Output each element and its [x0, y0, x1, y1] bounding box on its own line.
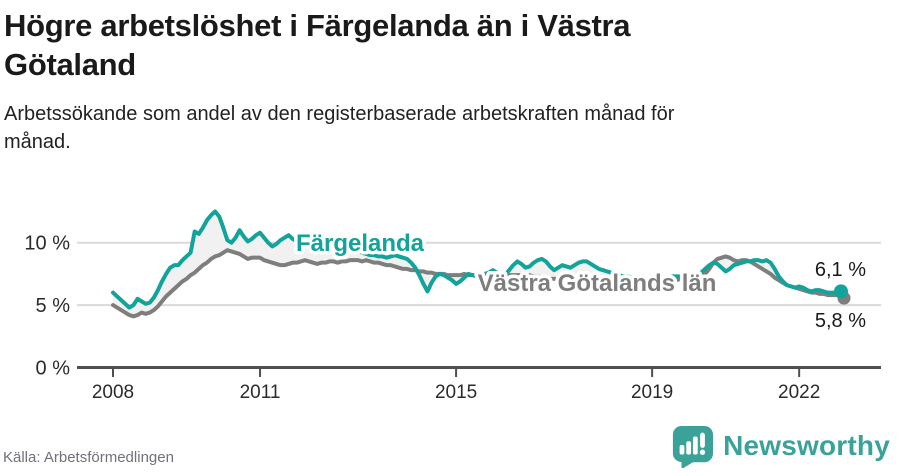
vastra-gotaland-end-value-label: 5,8 %: [815, 310, 866, 332]
y-tick-label: 0 %: [36, 358, 71, 380]
logo-text: Newsworthy: [723, 430, 890, 461]
fargelanda-end-value-label: 6,1 %: [815, 259, 866, 281]
newsworthy-logo: Newsworthy: [671, 424, 890, 468]
page-title: Högre arbetslöshet i Färgelanda än i Väs…: [4, 6, 884, 84]
logo-bar-2: [686, 441, 692, 455]
y-tick-label: 10 %: [24, 233, 70, 255]
subtitle-line-1: Arbetssökande som andel av den registerb…: [4, 103, 675, 125]
subtitle-line-2: månad.: [4, 131, 71, 153]
x-tick-label: 2022: [778, 382, 820, 403]
fargelanda-series-label: Färgelanda: [296, 230, 425, 257]
title-line-2: Götaland: [4, 47, 136, 82]
x-tick-label: 2008: [92, 382, 134, 403]
x-tick-label: 2019: [631, 382, 673, 403]
x-tick-label: 2011: [240, 382, 281, 403]
header: Högre arbetslöshet i Färgelanda än i Väs…: [4, 6, 884, 156]
vastra-gotaland-series-label: Västra Götalands län: [478, 270, 717, 297]
x-tick-label: 2015: [435, 382, 477, 403]
newsworthy-logo-icon: [672, 425, 714, 468]
vastra-gotaland-line: [111, 248, 842, 319]
logo-bar-3: [693, 436, 698, 455]
fargelanda-end-dot: [834, 284, 848, 299]
logo-exclamation-bar: [700, 432, 705, 448]
logo-exclamation-dot: [699, 449, 706, 455]
title-line-1: Högre arbetslöshet i Färgelanda än i Väs…: [4, 8, 631, 43]
line-chart: 0 % 5 % 10 % 2008 2011 2015 2019 2022 Färgelanda…: [24, 209, 881, 403]
chart-subtitle: Arbetssökande som andel av den registerb…: [4, 100, 884, 156]
logo-bar-1: [679, 445, 685, 455]
fargelanda-line: [111, 209, 842, 310]
source-text: Källa: Arbetsförmedlingen: [3, 449, 174, 466]
y-tick-label: 5 %: [36, 295, 71, 317]
